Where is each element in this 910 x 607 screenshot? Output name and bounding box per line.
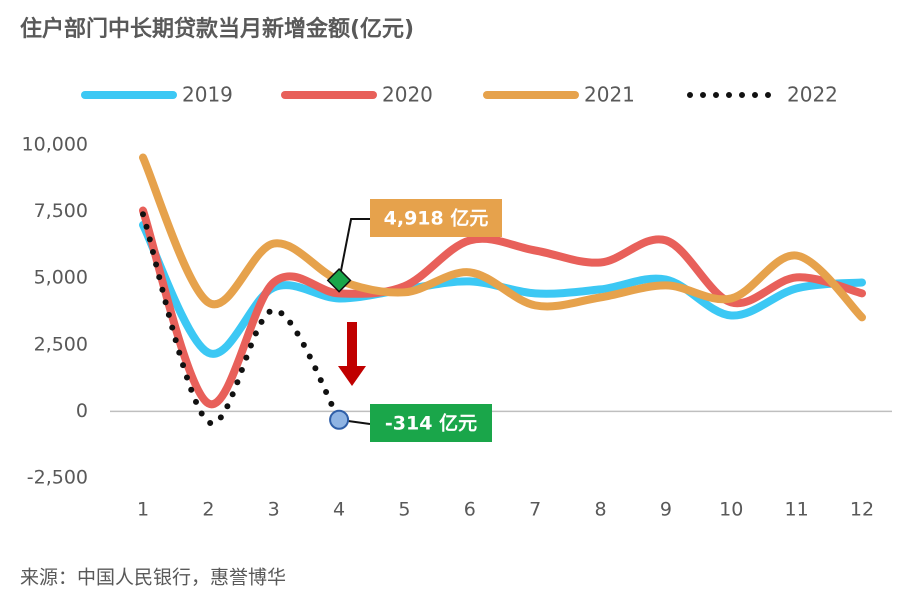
annotation-box <box>370 199 502 237</box>
legend-label: 2020 <box>382 83 433 107</box>
x-tick-label: 8 <box>594 499 606 521</box>
x-tick-label: 9 <box>660 499 672 521</box>
source: 来源：中国人民银行，惠誉博华 <box>20 567 286 589</box>
x-tick-label: 4 <box>333 499 345 521</box>
y-tick-label: 7,500 <box>34 200 88 222</box>
marker <box>329 409 350 430</box>
marker <box>326 268 352 293</box>
annotation-label: 4,918 亿元 <box>384 207 489 230</box>
y-tick-label: -2,500 <box>27 467 88 489</box>
y-tick-label: 0 <box>76 400 88 422</box>
y-tick-label: 2,500 <box>34 333 88 355</box>
annotation-label: -314 亿元 <box>385 412 477 435</box>
x-tick-label: 11 <box>785 499 809 521</box>
legend-label: 2019 <box>182 83 233 107</box>
x-tick-label: 6 <box>464 499 476 521</box>
x-tick-label: 1 <box>137 499 149 521</box>
x-tick-label: 2 <box>202 499 214 521</box>
down-arrow <box>338 322 366 386</box>
y-tick-label: 5,000 <box>34 267 88 289</box>
x-tick-label: 12 <box>850 499 874 521</box>
legend-label: 2021 <box>584 83 635 107</box>
chart-title: 住户部门中长期贷款当月新增金额(亿元) <box>20 16 414 42</box>
series-line <box>140 211 343 427</box>
annotation-box <box>370 404 492 442</box>
series-line <box>139 153 866 322</box>
annotation-leader <box>338 218 370 281</box>
x-tick-label: 5 <box>398 499 410 521</box>
legend-label: 2022 <box>787 83 838 107</box>
x-tick-label: 3 <box>268 499 280 521</box>
x-tick-label: 7 <box>529 499 541 521</box>
x-tick-label: 10 <box>719 499 743 521</box>
y-tick-label: 10,000 <box>22 134 88 156</box>
series-line <box>139 220 866 358</box>
